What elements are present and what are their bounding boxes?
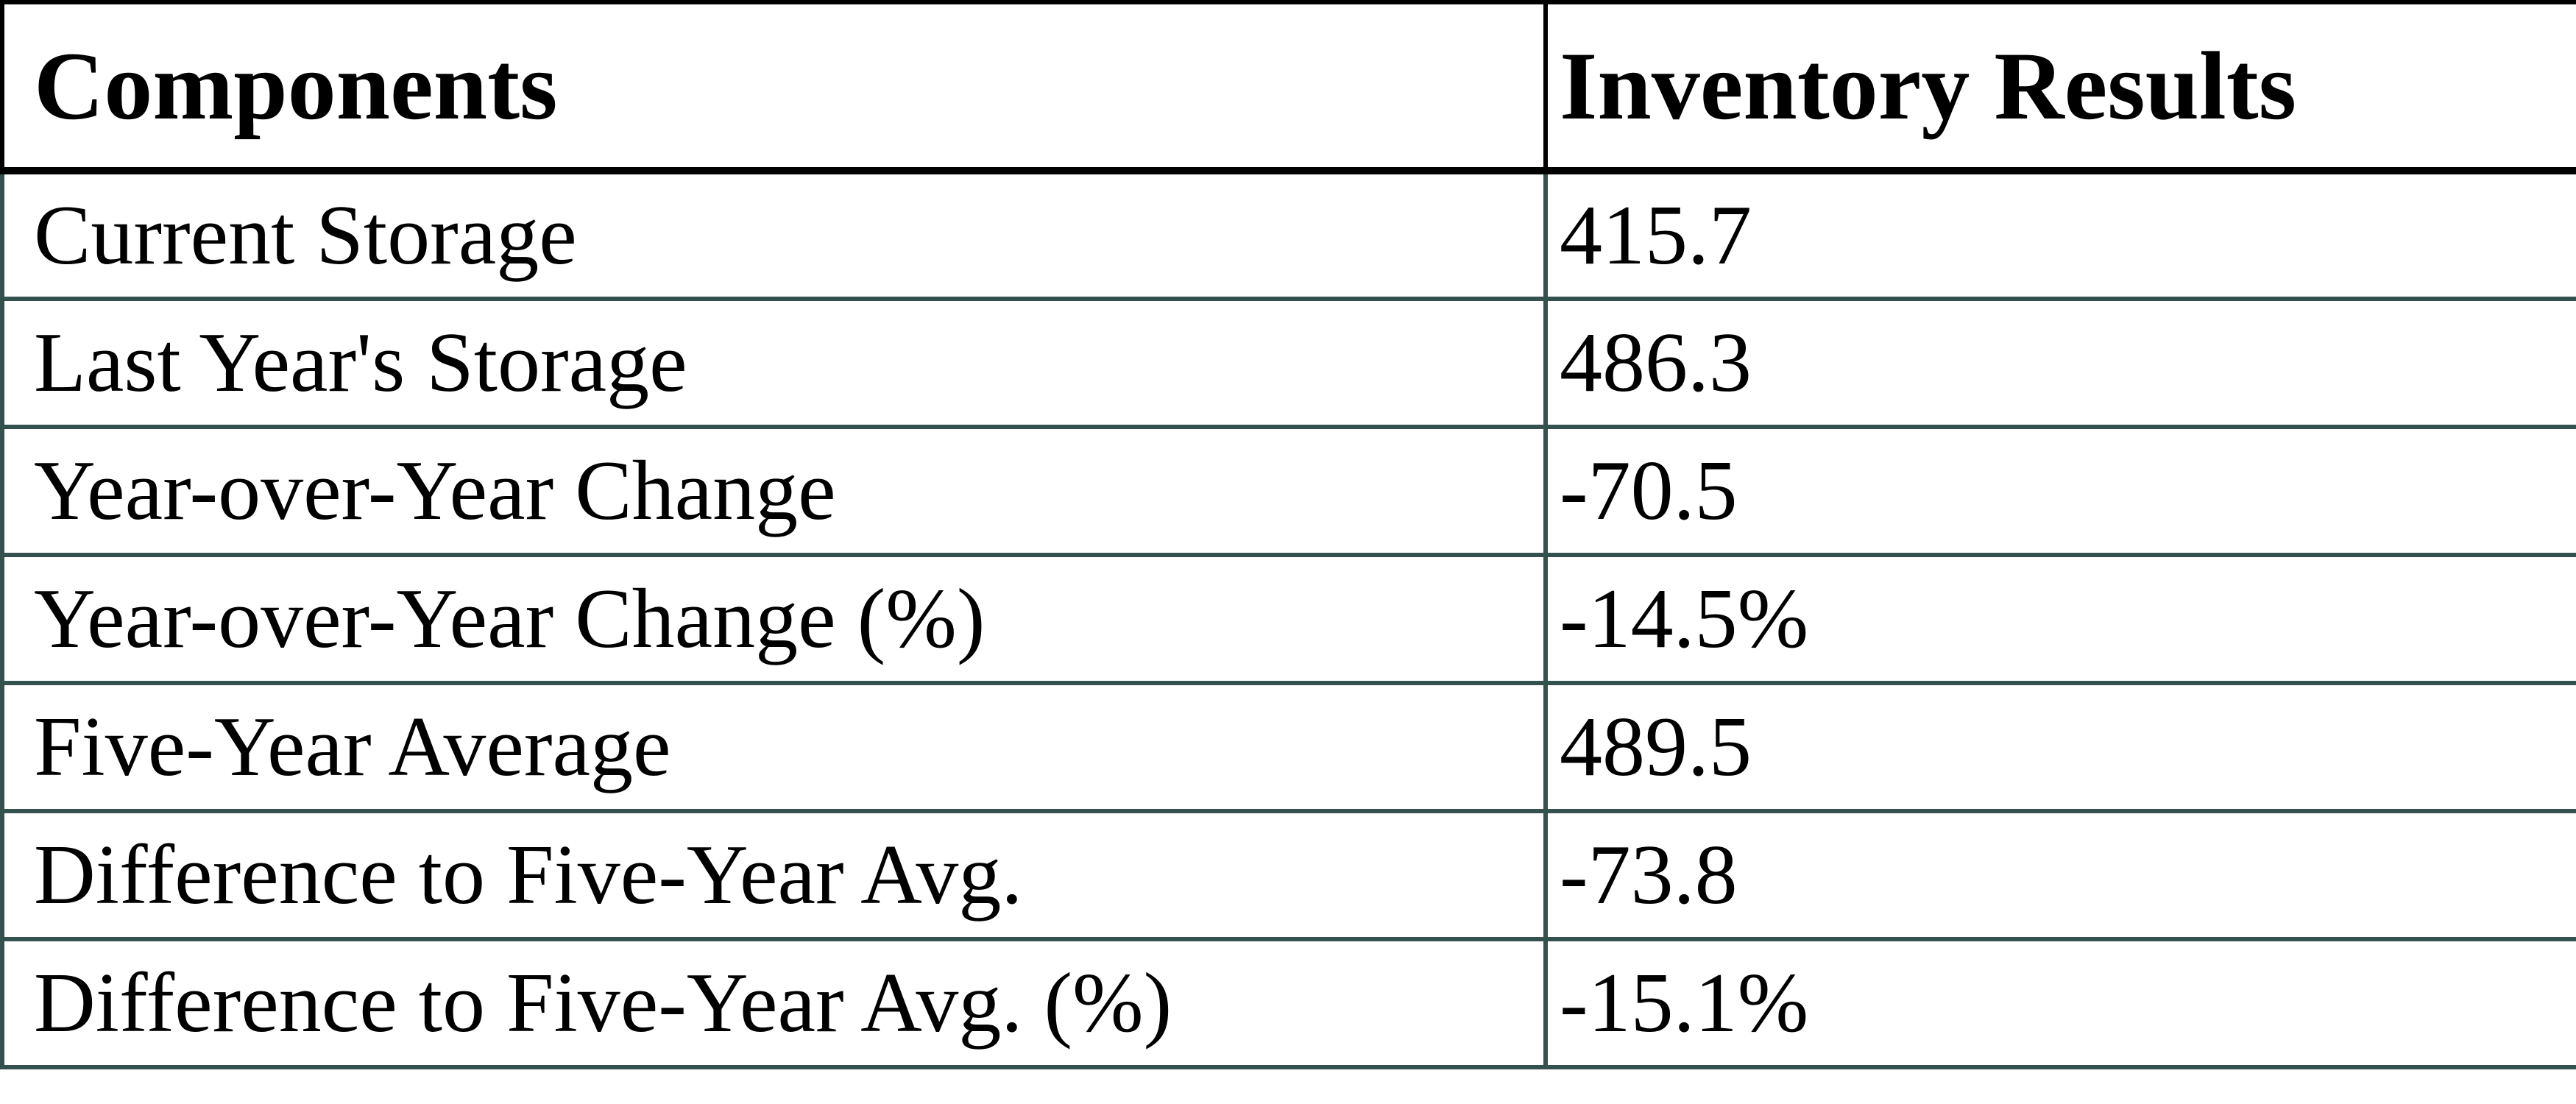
table-row: Year-over-Year Change -70.5 bbox=[0, 425, 2576, 557]
row-label: Year-over-Year Change (%) bbox=[0, 553, 1548, 685]
table-body: Current Storage 415.7 Last Year's Storag… bbox=[0, 169, 2576, 1069]
row-label: Five-Year Average bbox=[0, 681, 1548, 813]
table-row: Current Storage 415.7 bbox=[0, 169, 2576, 301]
column-header-inventory-results: Inventory Results bbox=[1543, 0, 2576, 174]
table-row: Five-Year Average 489.5 bbox=[0, 681, 2576, 813]
row-value: 415.7 bbox=[1543, 169, 2576, 301]
row-value: -70.5 bbox=[1543, 425, 2576, 557]
column-header-components: Components bbox=[0, 0, 1548, 174]
row-value: 486.3 bbox=[1543, 297, 2576, 429]
table-row: Last Year's Storage 486.3 bbox=[0, 297, 2576, 429]
row-value: 489.5 bbox=[1543, 681, 2576, 813]
row-value: -15.1% bbox=[1543, 937, 2576, 1069]
row-label: Difference to Five-Year Avg. bbox=[0, 809, 1548, 941]
row-value: -14.5% bbox=[1543, 553, 2576, 685]
row-label: Current Storage bbox=[0, 169, 1548, 301]
row-label: Last Year's Storage bbox=[0, 297, 1548, 429]
table-header-row: Components Inventory Results bbox=[0, 0, 2576, 174]
row-label: Difference to Five-Year Avg. (%) bbox=[0, 937, 1548, 1069]
table-row: Year-over-Year Change (%) -14.5% bbox=[0, 553, 2576, 685]
row-label: Year-over-Year Change bbox=[0, 425, 1548, 557]
table-row: Difference to Five-Year Avg. -73.8 bbox=[0, 809, 2576, 941]
row-value: -73.8 bbox=[1543, 809, 2576, 941]
inventory-results-table: Components Inventory Results Current Sto… bbox=[0, 0, 2576, 1069]
table-row: Difference to Five-Year Avg. (%) -15.1% bbox=[0, 937, 2576, 1069]
table-header: Components Inventory Results bbox=[0, 0, 2576, 174]
